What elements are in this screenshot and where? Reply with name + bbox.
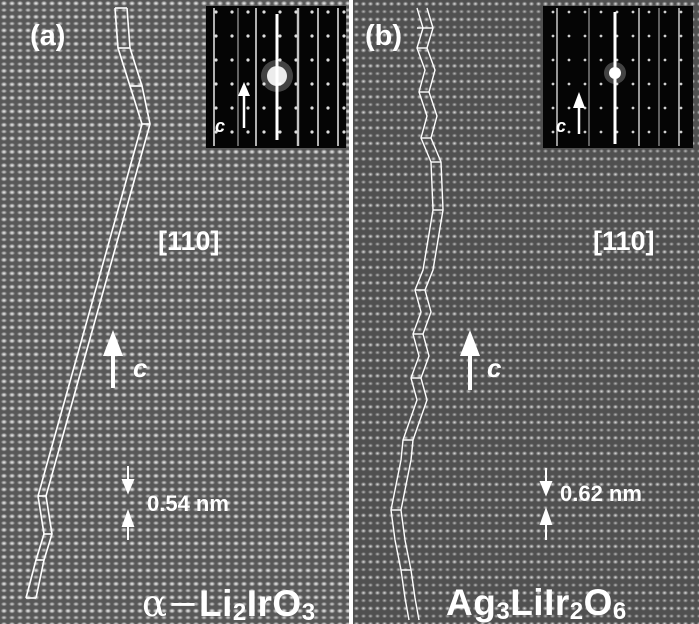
spacing-marker-b	[539, 468, 553, 540]
panel-b-label: (b)	[365, 20, 403, 52]
panel-b-micrograph: (b) [110] c c 0.62 nm Ag3LiIr2O6	[353, 0, 699, 624]
panel-a-image	[0, 0, 349, 624]
c-axis-label-b: c	[487, 353, 502, 383]
panel-a-label: (a)	[30, 20, 66, 52]
formula-b-sub: 3	[496, 598, 511, 624]
inset-c-label-b: c	[556, 116, 567, 136]
formula-a-part: Li	[199, 583, 233, 624]
stacking-trace-b	[390, 7, 444, 621]
formula-a-prefix: α−	[142, 582, 199, 624]
c-axis-label-a: c	[133, 353, 148, 383]
spacing-label-a: 0.54 nm	[147, 491, 229, 516]
zone-axis-label-a: [110]	[158, 226, 220, 256]
formula-b-sub: 6	[612, 598, 627, 624]
panel-a-micrograph: (a) [110] c c 0.54 nm α−Li2IrO3	[0, 0, 349, 624]
formula-a: α−Li2IrO3	[142, 582, 316, 624]
zone-axis-label-b: [110]	[593, 226, 655, 256]
formula-a-part: IrO	[246, 583, 302, 624]
diffraction-inset-b	[543, 6, 693, 148]
formula-b: Ag3LiIr2O6	[446, 582, 627, 624]
panel-b-image	[353, 0, 699, 624]
formula-b-part: Ag	[446, 582, 497, 623]
stacking-trace-a	[25, 7, 151, 599]
diffraction-inset-a	[206, 6, 346, 148]
c-axis-arrow-a	[103, 330, 123, 388]
formula-b-sub: 2	[569, 598, 584, 624]
formula-a-sub: 3	[301, 599, 316, 624]
formula-a-sub: 2	[232, 599, 247, 624]
c-axis-arrow-b	[460, 330, 480, 390]
inset-c-label-a: c	[215, 116, 226, 136]
formula-b-part: LiIr	[510, 582, 570, 623]
formula-b-part: O	[583, 582, 613, 623]
panel-divider	[349, 0, 353, 624]
spacing-label-b: 0.62 nm	[560, 481, 642, 506]
spacing-marker-a	[121, 466, 135, 540]
